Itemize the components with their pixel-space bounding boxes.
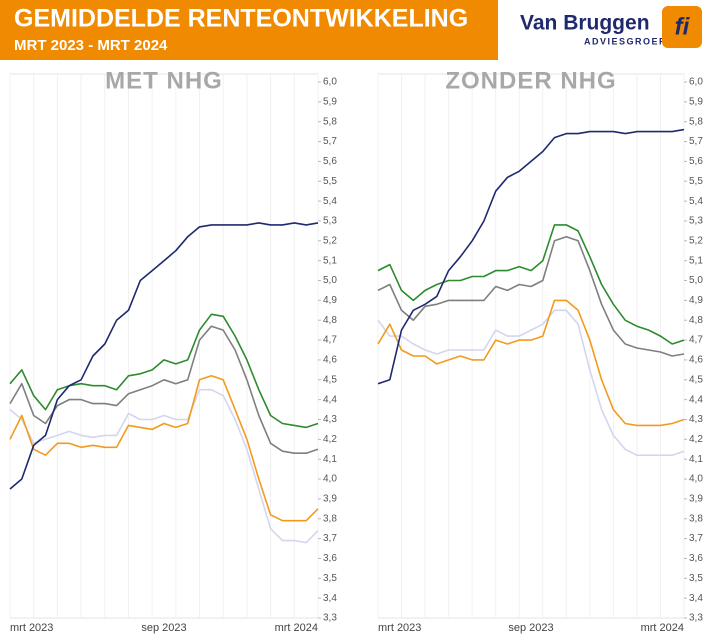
header-title: GEMIDDELDE RENTEONTWIKKELING (14, 5, 468, 33)
y-tick-label: 4,8 (323, 315, 337, 326)
x-tick-label: mrt 2024 (275, 622, 318, 634)
y-tick-label: 6,0 (689, 77, 703, 88)
y-tick-label: 3,7 (323, 533, 337, 544)
y-tick-label: 5,0 (323, 275, 337, 286)
y-tick-label: 5,4 (689, 196, 703, 207)
y-tick-label: 3,5 (323, 573, 337, 584)
y-tick-label: 3,9 (689, 494, 703, 505)
y-tick-label: 3,8 (689, 513, 703, 524)
series-line (9, 388, 319, 544)
y-tick-label: 4,7 (689, 335, 703, 346)
logo-icon-text: fi (675, 13, 691, 40)
y-tick-label: 4,7 (323, 335, 337, 346)
y-tick-label: 5,8 (689, 116, 703, 127)
logo-sub: ADVIESGROEP (584, 36, 667, 46)
y-tick-label: 5,6 (323, 156, 337, 167)
y-tick-label: 3,3 (689, 613, 703, 624)
y-tick-label: 5,5 (689, 176, 703, 187)
y-tick-label: 3,3 (323, 613, 337, 624)
y-tick-label: 4,5 (689, 374, 703, 385)
series-line (9, 375, 319, 522)
header-subtitle: MRT 2023 - MRT 2024 (14, 37, 168, 54)
y-tick-label: 5,7 (323, 136, 337, 147)
x-tick-label: mrt 2024 (641, 622, 684, 634)
x-tick-label: sep 2023 (508, 622, 553, 634)
x-tick-label: mrt 2023 (10, 622, 53, 634)
y-tick-label: 3,6 (323, 553, 337, 564)
y-tick-label: 4,1 (323, 454, 337, 465)
x-tick-label: sep 2023 (141, 622, 186, 634)
panel-frame (377, 73, 685, 619)
y-tick-label: 3,4 (323, 593, 337, 604)
series-line (377, 299, 685, 427)
series-line (9, 325, 319, 454)
series-line (377, 128, 685, 385)
y-tick-label: 5,1 (689, 255, 703, 266)
y-tick-label: 5,2 (323, 235, 337, 246)
y-tick-label: 4,0 (323, 474, 337, 485)
y-tick-label: 4,2 (689, 434, 703, 445)
y-tick-label: 5,7 (689, 136, 703, 147)
logo-icon (662, 6, 702, 48)
y-tick-label: 4,4 (323, 394, 337, 405)
y-tick-label: 5,2 (689, 235, 703, 246)
y-tick-label: 3,8 (323, 513, 337, 524)
y-tick-label: 3,9 (323, 494, 337, 505)
y-tick-label: 4,0 (689, 474, 703, 485)
logo-name: Van Bruggen (520, 12, 650, 35)
y-tick-label: 5,3 (323, 216, 337, 227)
y-tick-label: 3,5 (689, 573, 703, 584)
y-tick-label: 5,5 (323, 176, 337, 187)
x-tick-label: mrt 2023 (378, 622, 421, 634)
series-line (377, 224, 685, 345)
panel-frame (9, 73, 319, 619)
y-tick-label: 4,8 (689, 315, 703, 326)
y-tick-label: 5,9 (689, 96, 703, 107)
y-tick-label: 3,6 (689, 553, 703, 564)
y-tick-label: 5,0 (689, 275, 703, 286)
header-band (0, 0, 498, 60)
y-tick-label: 4,3 (689, 414, 703, 425)
panel-title: ZONDER NHG (445, 67, 616, 94)
series-line (377, 309, 685, 456)
series-line (9, 313, 319, 429)
y-tick-label: 4,3 (323, 414, 337, 425)
y-tick-label: 4,6 (689, 355, 703, 366)
y-tick-label: 4,1 (689, 454, 703, 465)
y-tick-label: 5,1 (323, 255, 337, 266)
y-tick-label: 4,9 (689, 295, 703, 306)
y-tick-label: 4,2 (323, 434, 337, 445)
series-line (377, 236, 685, 357)
series-line (9, 222, 319, 490)
y-tick-label: 4,5 (323, 374, 337, 385)
y-tick-label: 5,3 (689, 216, 703, 227)
y-tick-label: 3,4 (689, 593, 703, 604)
y-tick-label: 4,6 (323, 355, 337, 366)
y-tick-label: 4,4 (689, 394, 703, 405)
y-tick-label: 5,6 (689, 156, 703, 167)
y-tick-label: 5,4 (323, 196, 337, 207)
y-tick-label: 6,0 (323, 77, 337, 88)
y-tick-label: 5,9 (323, 96, 337, 107)
panel-title: MET NHG (105, 67, 223, 94)
y-tick-label: 5,8 (323, 116, 337, 127)
y-tick-label: 4,9 (323, 295, 337, 306)
y-tick-label: 3,7 (689, 533, 703, 544)
